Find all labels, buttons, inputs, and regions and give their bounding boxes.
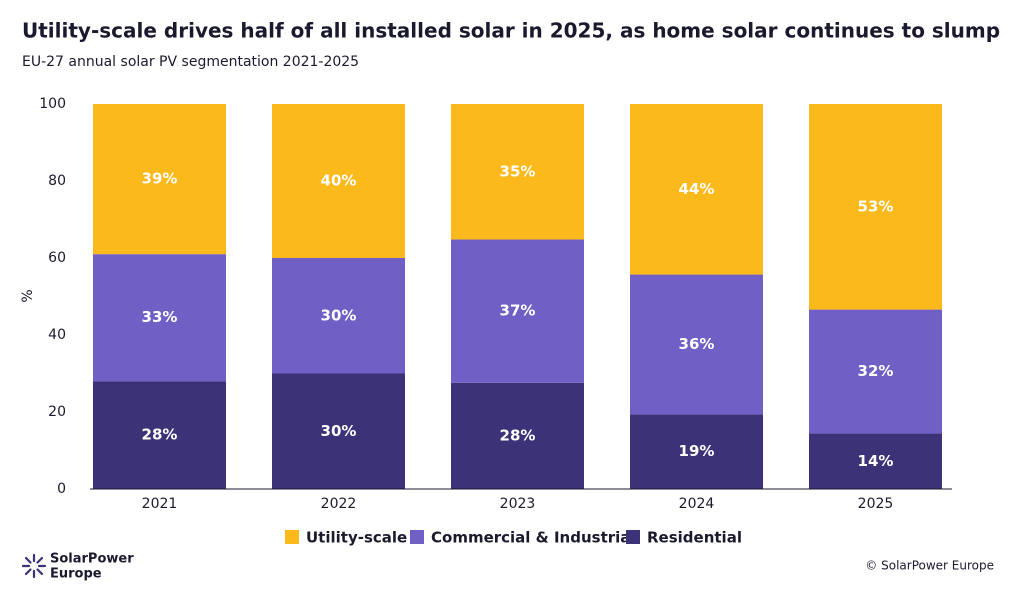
y-tick-label: 80	[48, 173, 66, 189]
data-label: 39%	[142, 170, 178, 188]
data-label: 36%	[679, 335, 715, 353]
data-label: 53%	[858, 197, 894, 215]
y-tick-label: 100	[39, 96, 66, 112]
data-label: 44%	[679, 180, 715, 198]
legend-swatch	[285, 530, 299, 544]
x-tick-label: 2021	[142, 496, 178, 512]
y-tick-label: 20	[48, 404, 66, 420]
x-tick-label: 2023	[500, 496, 536, 512]
y-tick-label: 60	[48, 250, 66, 266]
x-tick-label: 2022	[321, 496, 357, 512]
legend-label: Commercial & Industrial	[431, 529, 636, 547]
data-label: 28%	[500, 426, 536, 444]
logo-icon	[21, 553, 47, 579]
bar-segment	[809, 104, 942, 310]
bar-segment	[451, 382, 584, 489]
bar-segment	[630, 274, 763, 415]
data-label: 33%	[142, 308, 178, 326]
credit: © SolarPower Europe	[865, 559, 994, 573]
chart-title: Utility-scale drives half of all install…	[22, 19, 1000, 43]
legend-swatch	[626, 530, 640, 544]
y-tick-label: 40	[48, 327, 66, 343]
data-label: 30%	[321, 306, 357, 324]
legend-label: Residential	[647, 529, 742, 547]
bar-segment	[272, 258, 405, 374]
data-label: 28%	[142, 426, 178, 444]
data-label: 14%	[858, 452, 894, 470]
bar-segment	[809, 433, 942, 489]
data-label: 32%	[858, 362, 894, 380]
bar-segment	[272, 373, 405, 489]
bar-segment	[630, 414, 763, 489]
brand-line: Europe	[50, 567, 102, 582]
chart-subtitle: EU-27 annual solar PV segmentation 2021-…	[22, 54, 359, 70]
data-label: 37%	[500, 302, 536, 320]
legend-label: Utility-scale	[306, 529, 407, 547]
bar-segment	[630, 104, 763, 275]
x-tick-label: 2024	[679, 496, 715, 512]
brand-line: SolarPower	[50, 552, 134, 567]
bar-segment	[93, 104, 226, 255]
y-axis-label: %	[20, 289, 36, 302]
bar-segment	[93, 381, 226, 489]
legend-swatch	[410, 530, 424, 544]
data-label: 30%	[321, 422, 357, 440]
bar-segment	[272, 104, 405, 258]
data-label: 35%	[500, 162, 536, 180]
data-label: 19%	[679, 442, 715, 460]
bar-segment	[93, 254, 226, 382]
y-tick-label: 0	[57, 481, 66, 497]
x-tick-label: 2025	[858, 496, 894, 512]
data-label: 40%	[321, 172, 357, 190]
bar-segment	[451, 239, 584, 383]
bar-segment	[451, 104, 584, 240]
bar-segment	[809, 309, 942, 434]
